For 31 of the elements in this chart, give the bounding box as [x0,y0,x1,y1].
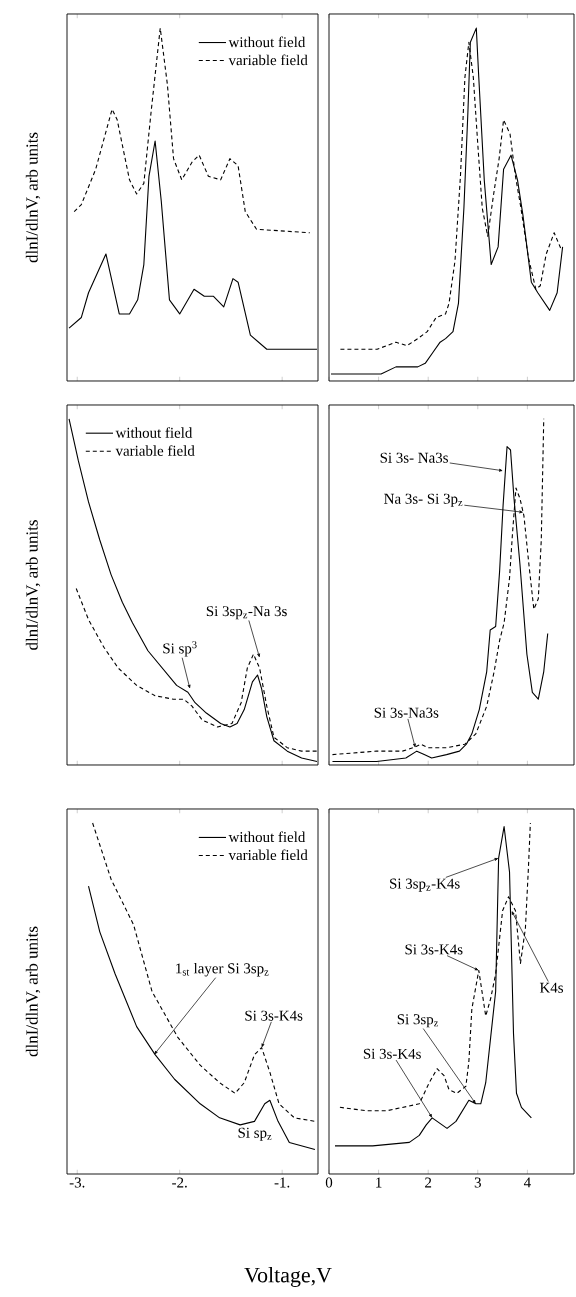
x-tick-label: 3 [474,1177,481,1188]
x-tick-label: 0 [325,1177,333,1188]
x-tick-label: 1 [376,1177,382,1188]
x-tick-label: -1. [274,1177,290,1188]
annotation: Si 3sp$_{z}$ [397,1014,439,1028]
legend-label: without field [115,427,193,438]
annotation: Si 3s-K4s [405,944,463,955]
legend-label: variable field [228,54,308,66]
annotation: Si 3s-Na3s [374,707,439,718]
annotation: Si 3sp$_{z}$-K4s [390,878,460,892]
annotation: K4s [539,982,564,993]
annotation: 1$_{st}$ layer Si 3sp$_{z}$ [176,962,269,977]
annotation: Si 3s- Na3s [380,452,448,463]
x-axis-title: Voltage,V [244,1267,332,1287]
annotation: Si 3sp$_{z}$-Na 3s [206,606,287,620]
x-tick-label: 4 [523,1177,531,1188]
legend-label: without field [228,36,306,48]
x-tick-label: -3. [69,1177,85,1188]
annotation: Na 3s- Si 3p$_{z}$ [384,493,463,507]
annotation: Si sp$^{3}$ [163,641,197,657]
annotation: Si 3s-K4s [245,1010,303,1021]
annotation: Si sp$_{z}$ [238,1127,272,1141]
x-tick-label: -2. [172,1177,187,1188]
annotation: Si 3s-K4s [363,1048,421,1059]
y-axis-title: dlnI/dlnV, arb units [25,132,41,263]
legend-label: without field [228,831,306,843]
legend-label: variable field [115,445,195,456]
y-axis-title: dlnI/dlnV, arb units [25,520,41,650]
legend-label: variable field [228,849,308,861]
x-tick-label: 2 [425,1177,432,1188]
y-axis-title: dlnI/dlnV, arb units [25,926,41,1057]
